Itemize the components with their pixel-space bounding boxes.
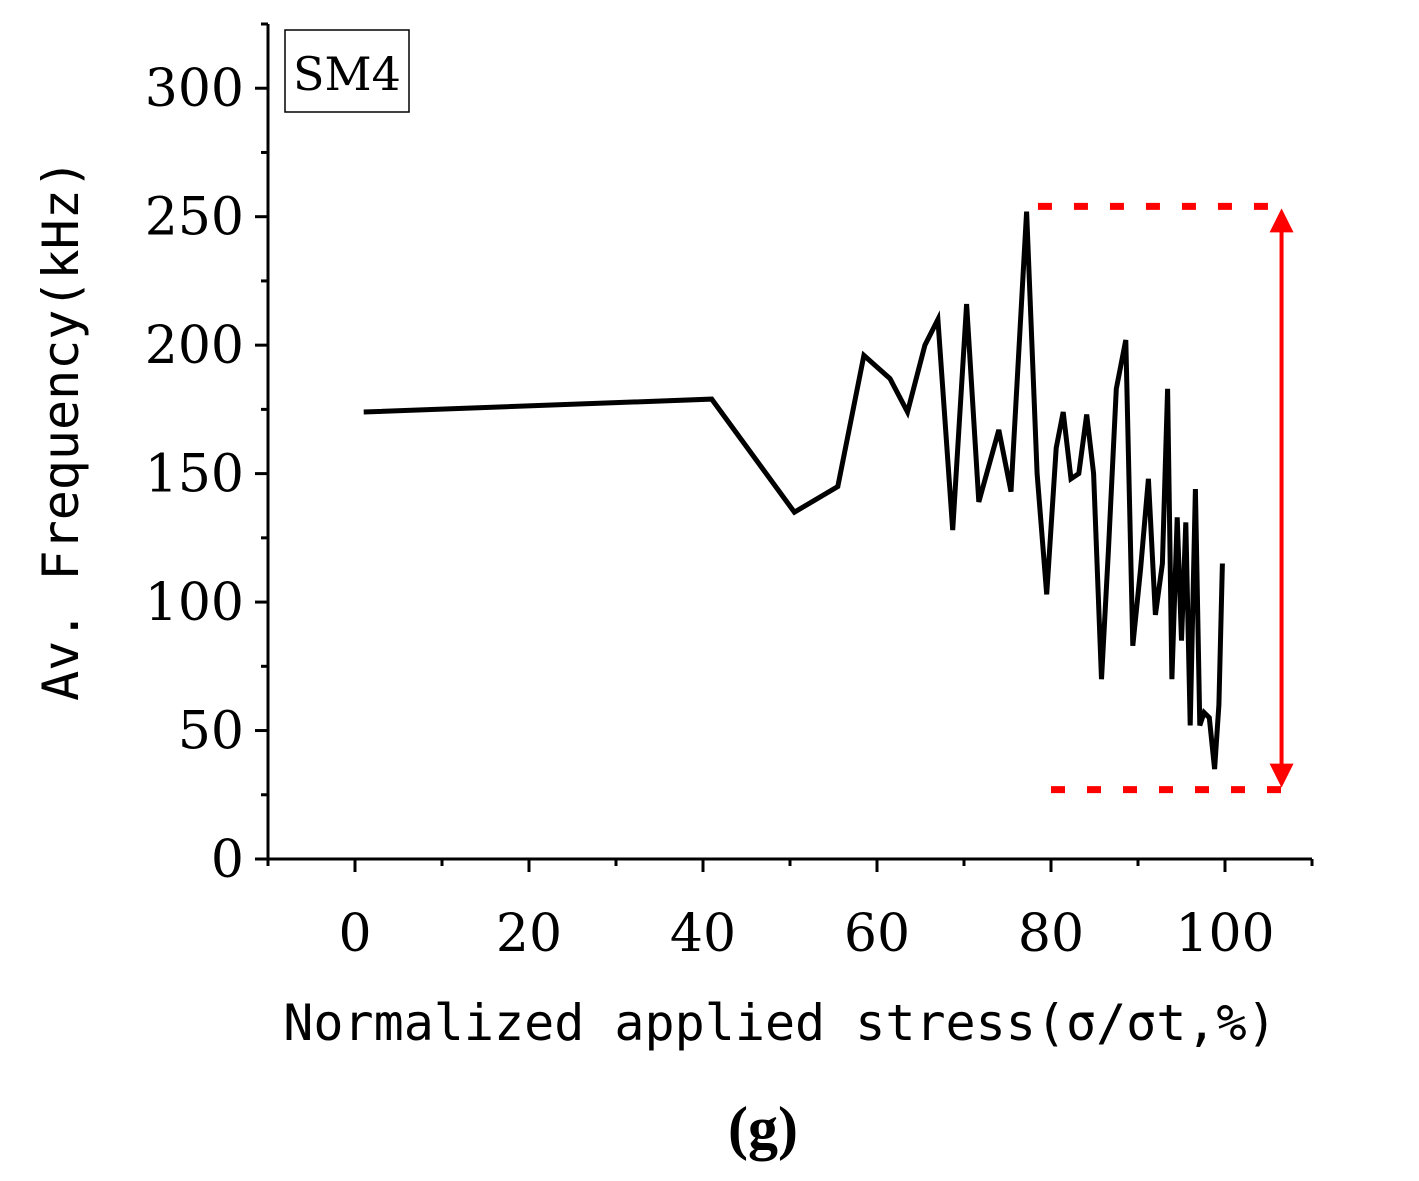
y-tick-label: 100 (145, 573, 244, 633)
series-group (363, 211, 1225, 770)
x-axis-title: Normalized applied stress(σ/σt,%) (283, 994, 1276, 1052)
x-tick-label: 100 (1175, 904, 1274, 964)
x-tick-label: 60 (844, 904, 910, 964)
legend-frame (284, 29, 410, 113)
y-tick-label: 0 (211, 830, 244, 890)
series-line-sm4 (363, 211, 1225, 770)
legend-label: SM4 (293, 47, 401, 101)
axes (266, 24, 1312, 861)
range-arrow-head-up (1269, 208, 1294, 233)
x-tick-label: 40 (670, 904, 736, 964)
panel-label: (g) (728, 1095, 798, 1161)
y-axis-title: Av. Frequency(kHz) (32, 159, 90, 701)
y-tick-label: 150 (145, 445, 244, 505)
x-tick-label: 20 (496, 904, 562, 964)
y-tick-label: 300 (145, 59, 244, 119)
y-tick-label: 250 (145, 188, 244, 248)
y-tick-label: 200 (145, 316, 244, 376)
x-tick-label: 0 (338, 904, 371, 964)
ticks: 0 50 100 150 200 250 300 0 20 40 60 80 100 (145, 22, 1314, 964)
range-annotation (1037, 202, 1294, 794)
y-tick-label: 50 (178, 702, 244, 762)
range-arrow-head-down (1269, 763, 1294, 788)
legend-box: SM4 (284, 29, 410, 113)
x-tick-label: 80 (1018, 904, 1084, 964)
